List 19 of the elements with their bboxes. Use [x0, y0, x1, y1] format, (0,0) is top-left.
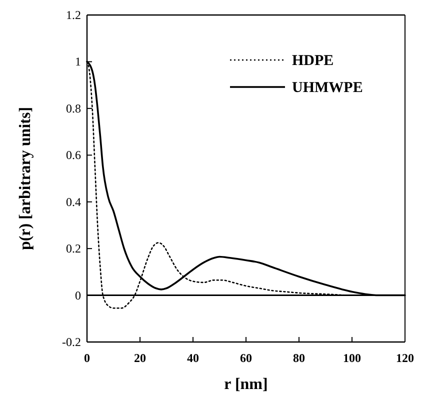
y-tick-label: 1.2 — [66, 8, 81, 22]
legend-label: UHMWPE — [292, 80, 363, 96]
x-tick-label: 80 — [293, 351, 305, 365]
legend-label: HDPE — [292, 53, 334, 69]
x-tick-label: 120 — [396, 351, 414, 365]
x-tick-label: 60 — [240, 351, 252, 365]
x-tick-label: 20 — [134, 351, 146, 365]
x-tick-label: 100 — [343, 351, 361, 365]
y-tick-label: 0.4 — [66, 194, 81, 209]
x-tick-label: 40 — [187, 351, 199, 365]
y-tick-label: 0 — [75, 288, 81, 302]
y-tick-label: 1 — [75, 54, 81, 69]
x-tick-label: 0 — [84, 351, 90, 365]
y-tick-label: 0.2 — [66, 242, 81, 256]
y-axis-title: p(r) [arbitrary units] — [17, 106, 34, 250]
y-tick-label: 0.8 — [66, 101, 81, 116]
y-tick-label: -0.2 — [62, 335, 81, 349]
x-axis-title: r [nm] — [224, 376, 268, 393]
y-tick-label: 0.6 — [66, 148, 81, 162]
